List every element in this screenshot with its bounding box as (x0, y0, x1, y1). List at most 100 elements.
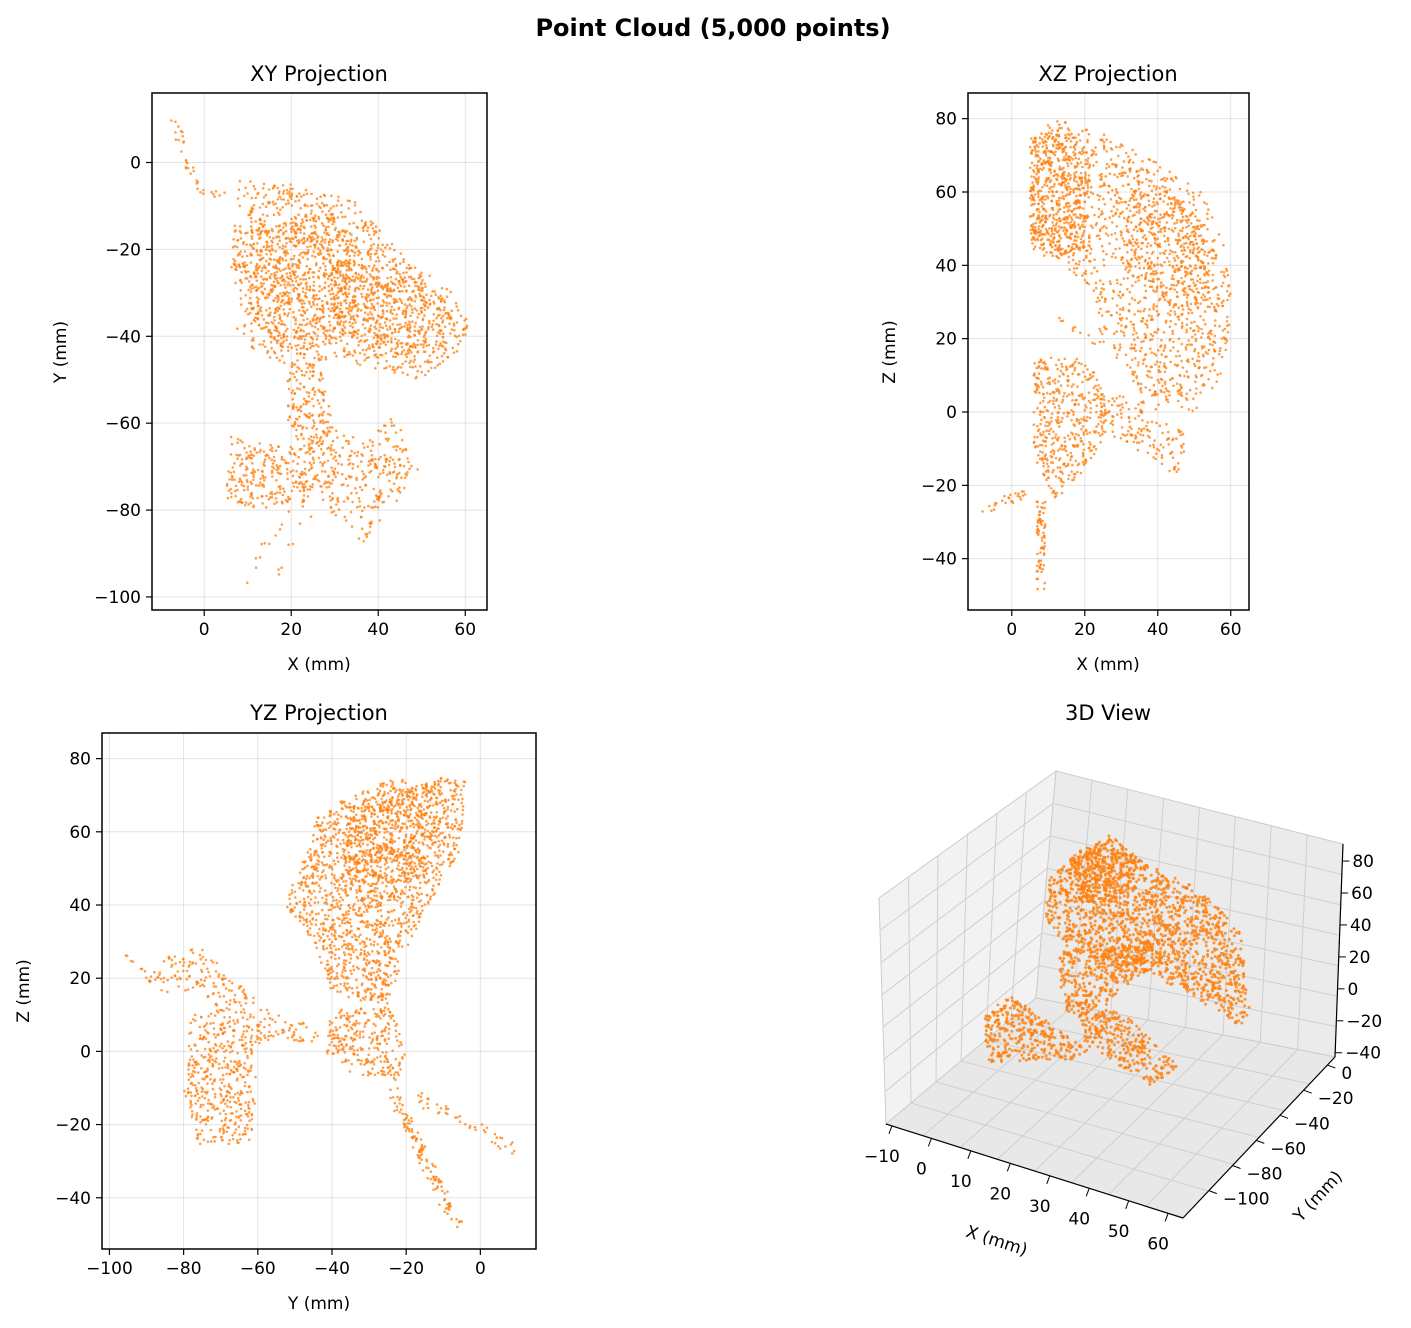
scatter-point (353, 280, 356, 283)
scatter-point (456, 308, 460, 312)
scatter-point (1168, 252, 1171, 256)
scatter-point (1126, 363, 1129, 367)
scatter-point (311, 439, 315, 443)
scatter-point (383, 367, 386, 370)
scatter-point (354, 272, 358, 276)
scatter-point (1136, 309, 1140, 313)
scatter-point (353, 260, 356, 264)
scatter-point (1090, 205, 1094, 209)
scatter-point (1187, 408, 1191, 411)
scatter-point (1127, 155, 1130, 158)
scatter-point (249, 450, 252, 454)
scatter-point (250, 345, 254, 348)
scatter-point (1060, 400, 1064, 404)
scatter-point (277, 445, 280, 449)
scatter-point (1142, 266, 1146, 270)
scatter-point (1175, 264, 1179, 267)
scatter-point (1088, 240, 1091, 243)
scatter-point (1156, 263, 1159, 266)
scatter-point (307, 300, 311, 303)
scatter-point (437, 347, 440, 351)
scatter-point (274, 307, 277, 311)
scatter-point (1087, 243, 1090, 247)
scatter-point (1168, 303, 1171, 307)
scatter-point (428, 302, 432, 306)
xy-grid (152, 93, 487, 610)
scatter-point (1144, 258, 1147, 262)
scatter-point (1152, 383, 1156, 387)
scatter-point (234, 268, 237, 271)
scatter-point (437, 307, 441, 311)
scatter-point (259, 481, 262, 485)
scatter-point (345, 295, 348, 298)
scatter-point (407, 460, 410, 464)
scatter-point (430, 325, 434, 329)
scatter-point (1203, 268, 1206, 271)
scatter-point (1217, 297, 1221, 300)
scatter-point (1203, 322, 1207, 326)
scatter-point (1055, 146, 1058, 150)
scatter-point (345, 252, 349, 256)
scatter-point (362, 284, 366, 288)
scatter-point (273, 352, 277, 355)
scatter-point (1169, 337, 1172, 341)
scatter-point (347, 207, 351, 210)
scatter-point (357, 344, 360, 347)
scatter-point (1077, 263, 1080, 266)
scatter-point (1181, 236, 1185, 240)
scatter-point (1188, 271, 1192, 274)
scatter-point (1170, 202, 1173, 206)
scatter-point (279, 283, 283, 287)
scatter-point (344, 273, 348, 276)
scatter-point (310, 192, 313, 196)
scatter-point (261, 225, 265, 228)
scatter-point (1202, 298, 1205, 302)
scatter-point (264, 296, 267, 300)
scatter-point (361, 226, 365, 230)
scatter-point (1206, 212, 1209, 215)
scatter-point (1147, 199, 1151, 202)
scatter-point (1040, 138, 1044, 141)
scatter-point (275, 479, 278, 482)
scatter-point (250, 196, 254, 200)
scatter-point (1206, 298, 1209, 301)
scatter-point (405, 343, 408, 347)
scatter-point (239, 439, 242, 442)
scatter-point (1044, 198, 1047, 201)
scatter-point (291, 407, 295, 411)
scatter-point (1197, 329, 1200, 333)
scatter-point (417, 288, 420, 291)
scatter-point (250, 462, 254, 465)
scatter-point (331, 479, 335, 482)
scatter-point (1061, 247, 1064, 251)
scatter-point (348, 258, 352, 262)
scatter-point (321, 315, 325, 319)
scatter-point (395, 351, 399, 355)
scatter-point (1177, 306, 1180, 310)
scatter-point (368, 299, 372, 303)
scatter-point (323, 271, 326, 275)
scatter-point (1194, 215, 1197, 218)
scatter-point (1175, 355, 1178, 358)
scatter-point (1145, 245, 1149, 248)
scatter-point (269, 289, 273, 292)
scatter-point (347, 442, 351, 446)
scatter-point (312, 461, 316, 465)
scatter-point (1216, 373, 1219, 376)
scatter-point (294, 344, 298, 348)
scatter-point (1187, 218, 1190, 221)
scatter-point (1125, 317, 1129, 320)
scatter-point (369, 449, 373, 453)
scatter-point (299, 328, 303, 332)
scatter-point (1034, 228, 1037, 232)
scatter-point (284, 237, 288, 240)
scatter-point (414, 280, 417, 284)
scatter-point (313, 246, 317, 249)
scatter-point (1100, 332, 1104, 336)
scatter-point (1071, 243, 1075, 246)
scatter-point (365, 299, 369, 303)
scatter-point (1197, 351, 1200, 355)
y-tick-label: 0 (130, 154, 141, 174)
scatter-point (268, 542, 271, 546)
scatter-point (1207, 208, 1210, 211)
